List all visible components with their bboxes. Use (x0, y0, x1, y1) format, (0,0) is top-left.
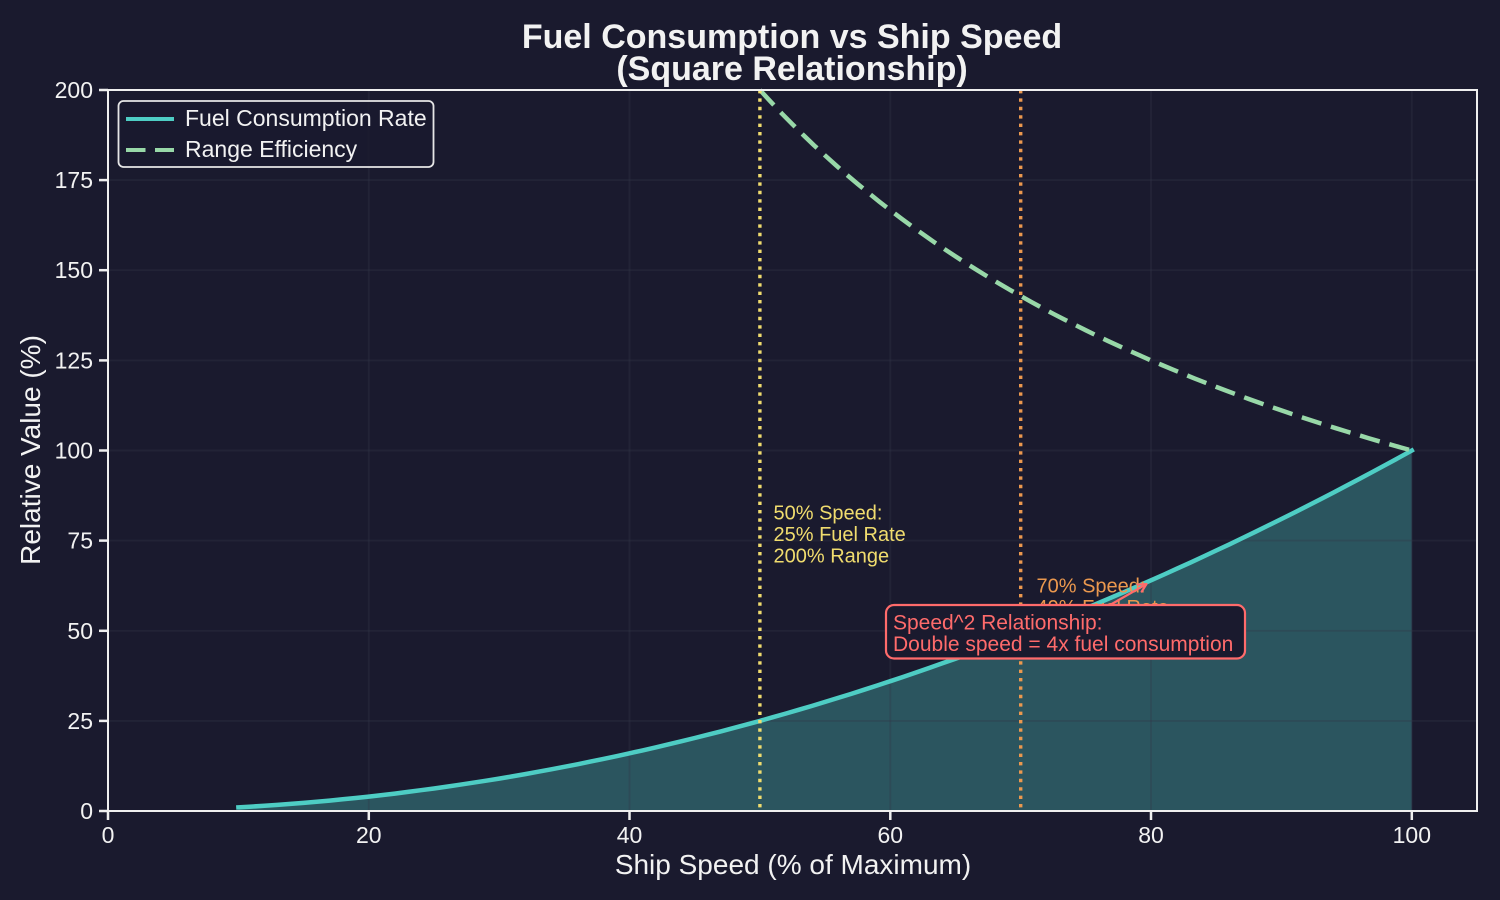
svg-text:50: 50 (67, 618, 93, 644)
svg-text:200: 200 (55, 77, 93, 103)
svg-text:25: 25 (67, 708, 93, 734)
svg-text:Fuel Consumption vs Ship Speed: Fuel Consumption vs Ship Speed (522, 18, 1062, 56)
svg-text:100: 100 (1393, 822, 1431, 848)
svg-text:40: 40 (617, 822, 643, 848)
svg-text:Relative Value (%): Relative Value (%) (15, 335, 46, 565)
svg-text:20: 20 (356, 822, 382, 848)
svg-text:60: 60 (878, 822, 904, 848)
svg-text:100: 100 (55, 438, 93, 464)
svg-text:0: 0 (80, 798, 93, 824)
svg-text:75: 75 (67, 528, 93, 554)
svg-text:80: 80 (1138, 822, 1164, 848)
svg-text:175: 175 (55, 167, 93, 193)
svg-text:Range Efficiency: Range Efficiency (185, 136, 358, 162)
svg-text:125: 125 (55, 347, 93, 373)
svg-text:Fuel Consumption Rate: Fuel Consumption Rate (185, 105, 427, 131)
svg-text:(Square Relationship): (Square Relationship) (616, 50, 967, 88)
svg-text:0: 0 (102, 822, 115, 848)
svg-text:Ship Speed (% of Maximum): Ship Speed (% of Maximum) (615, 849, 971, 880)
svg-text:150: 150 (55, 257, 93, 283)
